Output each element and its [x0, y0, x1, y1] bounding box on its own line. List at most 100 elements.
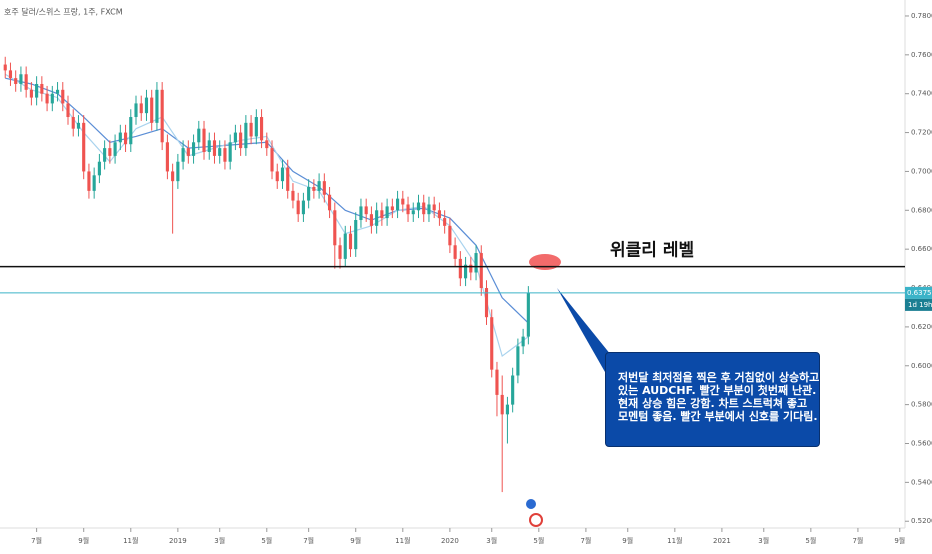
candle-body [380, 210, 384, 219]
candle-body [3, 64, 7, 71]
candle-body [50, 93, 54, 104]
candle-body [458, 258, 462, 279]
x-tick-label: 7월 [303, 536, 314, 545]
candle-body [296, 200, 300, 215]
candle-body [19, 74, 23, 84]
candle-body [108, 148, 112, 156]
countdown-label: 1d 19h [908, 301, 932, 309]
y-tick-label: 0.56000 [911, 439, 932, 447]
candle-body [218, 148, 222, 156]
candle-body [396, 198, 400, 211]
candle-body [333, 210, 337, 246]
event-icon [526, 499, 536, 509]
candle-body [223, 148, 227, 162]
candle-body [244, 122, 248, 149]
candle-body [71, 117, 75, 129]
candle-body [390, 206, 394, 211]
x-tick-label: 7월 [580, 536, 591, 545]
candle-body [249, 122, 253, 137]
highlight-zone [529, 254, 561, 270]
countdown-tag [905, 298, 932, 311]
candle-body [484, 288, 489, 318]
candle-body [160, 89, 164, 143]
candle-body [239, 132, 243, 149]
candle-body [526, 292, 530, 337]
candle-body [45, 93, 49, 104]
y-tick-label: 0.70000 [911, 167, 932, 175]
candle-body [416, 202, 421, 211]
x-tick-label: 2021 [713, 537, 731, 545]
candle-body [505, 404, 509, 415]
candle-body [317, 181, 321, 191]
candle-body [443, 218, 447, 226]
candle-body [307, 186, 311, 201]
y-tick-label: 0.76000 [911, 51, 932, 59]
candle-body [191, 142, 196, 156]
x-tick-label: 5월 [805, 536, 816, 545]
candle-body [259, 117, 264, 141]
candle-body [338, 245, 342, 259]
candle-body [495, 369, 499, 395]
candle-body [82, 122, 86, 172]
candle-body [123, 132, 128, 145]
candle-body [411, 210, 415, 215]
candle-body [364, 206, 368, 215]
candle-body [280, 167, 285, 182]
y-tick-label: 0.62000 [911, 323, 932, 331]
candle-body [254, 117, 258, 137]
y-tick-label: 0.68000 [911, 206, 932, 214]
candle-body [270, 148, 274, 172]
last-price-tag [905, 286, 932, 299]
candle-body [322, 181, 326, 195]
candle-body [134, 103, 138, 118]
annotation-box: 저번달 최저점을 찍은 후 거침없이 상승하고 있는 AUDCHF. 빨간 부분이… [605, 352, 820, 447]
candle-body [348, 233, 353, 250]
candle-body [87, 171, 91, 191]
candle-body [385, 206, 389, 219]
annotation-line: 현재 상승 힘은 강함. 차트 스트럭쳐 좋고 [618, 397, 808, 410]
candle-body [422, 202, 426, 215]
candle-body [464, 264, 468, 279]
candle-body [327, 194, 332, 211]
candle-body [155, 89, 159, 123]
candle-body [474, 253, 478, 273]
candle-body [8, 70, 13, 79]
annotation-line: 저번달 최저점을 찍은 후 거침없이 상승하고 [618, 371, 820, 384]
annotation-line: 있는 AUDCHF. 빨간 부분이 첫번째 난관. [618, 384, 817, 397]
candle-body [66, 103, 70, 118]
candle-body [212, 140, 217, 156]
candle-body [401, 198, 405, 205]
candle-body [171, 171, 175, 182]
candle-body [92, 175, 96, 191]
candle-body [61, 89, 65, 104]
y-tick-label: 0.74000 [911, 90, 932, 98]
candle-body [448, 225, 452, 246]
x-tick-label: 9월 [78, 536, 89, 545]
candle-body [129, 117, 133, 145]
x-tick-label: 11월 [395, 536, 410, 545]
x-tick-label: 9월 [622, 536, 633, 545]
x-tick-label: 7월 [31, 536, 42, 545]
candle-body [29, 89, 33, 98]
candle-body [233, 132, 237, 143]
callout-pointer [557, 288, 615, 372]
x-tick-label: 3월 [758, 536, 769, 545]
candle-body [490, 317, 494, 370]
candle-body [118, 132, 122, 143]
candle-body [181, 148, 185, 162]
candle-body [427, 204, 431, 215]
event-icon [529, 513, 543, 527]
candle-body [35, 83, 39, 98]
candle-body [207, 140, 211, 152]
candle-body [40, 83, 44, 94]
candle-body [369, 214, 373, 226]
candle-body [144, 97, 149, 114]
x-tick-label: 5월 [261, 536, 272, 545]
candle-body [406, 204, 410, 215]
candle-body [511, 375, 515, 405]
chart-title: 호주 달러/스위스 프랑, 1주, FXCM [4, 7, 123, 17]
x-tick-label: 5월 [533, 536, 544, 545]
candle-body [186, 148, 190, 156]
candle-body [176, 161, 180, 182]
